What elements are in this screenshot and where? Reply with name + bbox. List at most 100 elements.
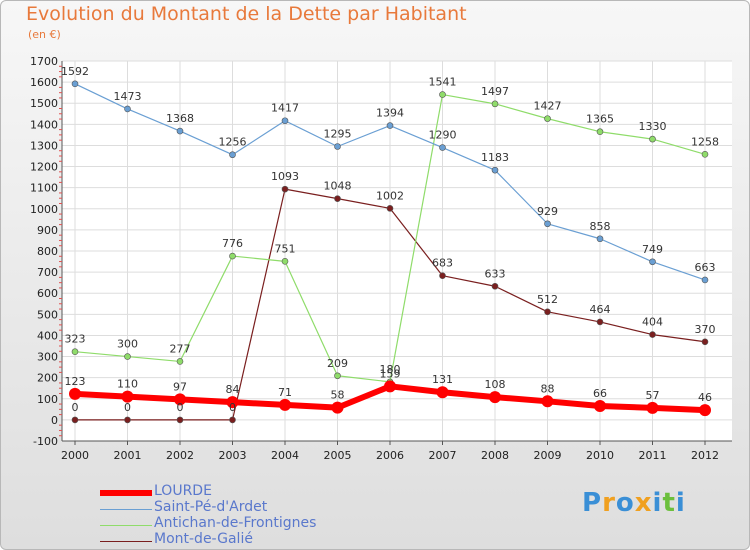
y-tick-label: 1400 [30, 118, 58, 131]
data-point [646, 401, 659, 414]
data-point [544, 308, 551, 316]
y-tick-label: 900 [37, 224, 58, 237]
unit-label: (en €) [28, 28, 61, 41]
y-tick-label: 1500 [30, 97, 58, 110]
data-point [229, 252, 236, 260]
data-point [176, 416, 184, 424]
data-point [386, 205, 394, 212]
data-point [594, 399, 606, 412]
chart-title: Evolution du Montant de la Dette par Hab… [26, 3, 467, 25]
data-point [334, 195, 341, 202]
data-label: 683 [432, 257, 453, 270]
data-label: 0 [229, 401, 236, 414]
data-label: 1592 [61, 65, 89, 78]
data-point [229, 151, 236, 159]
data-point [544, 220, 551, 228]
data-label: 1541 [429, 76, 457, 89]
data-label: 0 [124, 401, 131, 414]
data-point [596, 235, 604, 243]
legend-label: Mont-de-Galié [154, 531, 253, 547]
data-point [649, 135, 656, 143]
data-point [596, 318, 604, 326]
x-tick-label: 2008 [481, 449, 509, 462]
data-label: 749 [642, 243, 663, 256]
logo-letter: P [582, 488, 603, 518]
data-label: 1417 [271, 102, 299, 115]
data-point [541, 395, 554, 408]
data-label: 1365 [586, 113, 614, 126]
data-point [491, 282, 499, 290]
y-tick-label: 1000 [30, 203, 58, 216]
x-tick-label: 2009 [534, 449, 562, 462]
data-point [176, 358, 184, 365]
data-label: 209 [327, 357, 348, 370]
y-tick-label: 200 [37, 372, 58, 385]
data-label: 663 [695, 261, 716, 274]
y-tick-label: 300 [37, 351, 58, 364]
y-tick-label: 1700 [30, 55, 58, 68]
data-point [439, 91, 446, 98]
data-point [176, 127, 184, 135]
data-label: 58 [331, 389, 345, 402]
data-point [71, 80, 79, 88]
x-tick-label: 2003 [219, 449, 247, 462]
data-point [649, 331, 656, 338]
data-point [439, 144, 446, 151]
data-label: 88 [541, 382, 555, 395]
legend-swatch [100, 508, 152, 510]
data-point [491, 166, 499, 174]
x-tick-label: 2010 [586, 449, 614, 462]
data-point [439, 272, 446, 280]
data-label: 123 [65, 375, 86, 388]
proxiti-logo: Proxiti [582, 488, 686, 518]
data-label: 512 [537, 293, 558, 306]
data-label: 1258 [691, 135, 719, 148]
data-label: 131 [432, 373, 453, 386]
data-label: 1183 [481, 151, 509, 164]
x-tick-label: 2005 [324, 449, 352, 462]
y-tick-label: -100 [33, 435, 58, 448]
data-point [596, 128, 604, 136]
legend-swatch [100, 490, 152, 496]
data-point [281, 185, 289, 193]
data-label: 84 [226, 383, 240, 396]
data-label: 1427 [534, 100, 562, 113]
data-point [699, 404, 711, 417]
logo-letter: i [675, 488, 686, 518]
data-label: 751 [275, 242, 296, 255]
data-label: 0 [177, 401, 184, 414]
data-point [436, 386, 449, 399]
data-label: 370 [695, 323, 716, 336]
data-point [701, 276, 709, 284]
y-tick-label: 1200 [30, 161, 58, 174]
data-label: 66 [593, 387, 607, 400]
data-point [281, 258, 289, 265]
x-tick-label: 2011 [639, 449, 667, 462]
data-label: 1394 [376, 107, 404, 120]
data-label: 159 [380, 367, 401, 380]
data-label: 0 [72, 401, 79, 414]
x-tick-label: 2001 [114, 449, 142, 462]
data-label: 180 [380, 363, 401, 376]
data-point [384, 380, 396, 393]
data-point [489, 391, 501, 404]
legend-label: Saint-Pé-d'Ardet [154, 499, 268, 515]
data-label: 300 [117, 338, 138, 351]
data-label: 929 [537, 205, 558, 218]
data-point [544, 115, 551, 122]
legend-swatch [100, 540, 152, 542]
data-label: 108 [485, 378, 506, 391]
data-point [71, 348, 79, 356]
y-tick-label: 400 [37, 329, 58, 342]
legend-label: Antichan-de-Frontignes [154, 515, 317, 531]
data-label: 633 [485, 267, 506, 280]
data-label: 1290 [429, 129, 457, 142]
x-tick-label: 2002 [166, 449, 194, 462]
legend-swatch [100, 524, 152, 526]
data-point [701, 338, 709, 346]
y-tick-label: 500 [37, 308, 58, 321]
data-point [124, 105, 131, 113]
data-point [649, 258, 656, 266]
y-tick-label: 600 [37, 287, 58, 300]
data-point [386, 122, 394, 129]
